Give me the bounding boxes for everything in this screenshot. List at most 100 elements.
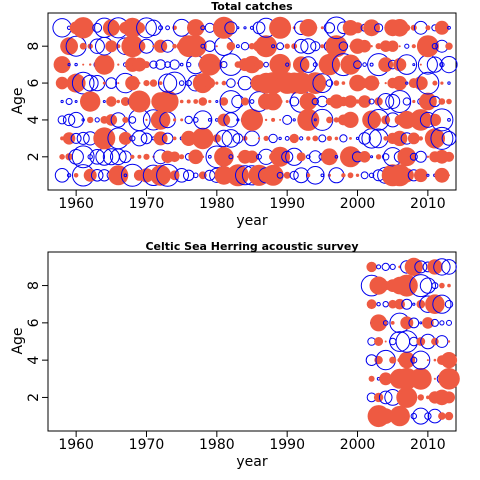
residual-bubble-negative <box>243 26 247 30</box>
residual-bubble-negative <box>311 97 319 106</box>
residual-bubble-positive <box>370 45 373 48</box>
residual-bubble-negative <box>410 356 418 364</box>
residual-bubble-negative <box>178 80 185 86</box>
residual-bubble-negative <box>396 54 418 75</box>
residual-bubble-negative <box>163 71 187 95</box>
residual-bubble-positive <box>179 99 184 104</box>
residual-bubble-positive <box>59 154 65 160</box>
residual-bubble-positive <box>118 131 132 145</box>
residual-bubble-positive <box>179 154 185 160</box>
residual-bubble-negative <box>98 169 111 182</box>
residual-bubble-positive <box>172 136 177 141</box>
residual-bubble-negative <box>334 155 339 159</box>
residual-bubble-negative <box>54 168 70 183</box>
residual-bubble-positive <box>439 282 445 289</box>
residual-bubble-positive <box>448 174 450 177</box>
residual-bubble-positive <box>358 95 371 108</box>
chart-title: Total catches <box>211 0 293 13</box>
residual-bubble-positive <box>285 100 289 103</box>
residual-bubble-positive <box>340 146 361 168</box>
residual-bubble-negative <box>338 41 349 52</box>
residual-bubble-negative <box>402 97 411 106</box>
residual-bubble-positive <box>433 377 436 380</box>
residual-bubble-positive <box>334 136 339 141</box>
residual-bubble-positive <box>154 39 168 53</box>
residual-bubble-negative <box>71 145 95 169</box>
residual-bubble-negative <box>271 44 276 49</box>
residual-bubble-positive <box>215 45 218 48</box>
residual-bubble-positive <box>389 356 397 364</box>
residual-bubble-negative <box>158 25 164 31</box>
residual-bubble-positive <box>424 128 445 149</box>
residual-bubble-positive <box>355 173 360 177</box>
residual-bubble-negative <box>57 115 67 125</box>
residual-bubble-positive <box>219 97 229 106</box>
residual-bubble-negative <box>105 77 118 89</box>
residual-bubble-negative <box>102 100 106 103</box>
x-tick-label: 1980 <box>199 196 235 212</box>
residual-bubble-negative <box>355 136 360 140</box>
residual-bubble-negative <box>312 62 318 68</box>
residual-bubble-negative <box>74 62 78 67</box>
residual-bubble-positive <box>447 340 451 343</box>
residual-bubble-positive <box>383 136 389 141</box>
residual-bubble-negative <box>318 134 327 143</box>
residual-bubble-negative <box>433 258 451 276</box>
residual-bubble-negative <box>249 99 255 104</box>
residual-bubble-positive <box>66 73 86 93</box>
residual-bubble-negative <box>207 154 212 159</box>
y-tick-label: 4 <box>26 356 42 365</box>
bubble-layer <box>360 257 460 428</box>
residual-bubble-negative <box>66 173 72 178</box>
residual-bubble-negative <box>401 298 413 310</box>
residual-bubble-positive <box>411 44 416 49</box>
residual-bubble-positive <box>226 41 236 51</box>
residual-bubble-positive <box>55 76 69 90</box>
residual-bubble-positive <box>186 99 191 104</box>
residual-bubble-negative <box>232 133 244 144</box>
residual-bubble-positive <box>215 81 219 85</box>
residual-bubble-negative <box>215 100 219 103</box>
x-axis: 1960 1970 1980 1990 2000 2010 <box>58 190 446 212</box>
residual-bubble-positive <box>106 96 117 107</box>
residual-bubble-positive <box>264 92 282 111</box>
residual-bubble-positive <box>264 118 268 122</box>
residual-bubble-positive <box>80 91 101 112</box>
residual-bubble-negative <box>447 81 451 85</box>
residual-bubble-positive <box>150 164 172 186</box>
residual-bubble-negative <box>179 62 184 67</box>
residual-bubble-negative <box>164 61 172 68</box>
residual-bubble-positive <box>132 57 147 72</box>
x-tick-label: 2010 <box>410 437 446 453</box>
residual-bubble-negative <box>432 294 452 314</box>
residual-bubble-negative <box>293 38 309 54</box>
residual-bubble-negative <box>236 44 240 49</box>
residual-bubble-negative <box>426 56 443 73</box>
residual-bubble-positive <box>180 118 184 122</box>
residual-bubble-positive <box>257 137 261 140</box>
residual-bubble-positive <box>440 81 444 85</box>
residual-bubble-positive <box>208 137 211 140</box>
residual-bubble-positive <box>102 19 120 37</box>
residual-bubble-positive <box>413 76 428 90</box>
residual-bubble-negative <box>369 62 374 67</box>
residual-bubble-positive <box>325 35 348 58</box>
residual-bubble-positive <box>374 337 384 346</box>
residual-bubble-negative <box>145 19 162 36</box>
residual-bubble-positive <box>329 94 344 109</box>
residual-bubble-positive <box>392 75 407 91</box>
residual-bubble-positive <box>173 118 177 122</box>
residual-bubble-positive <box>326 135 332 141</box>
residual-bubble-negative <box>414 150 427 163</box>
residual-bubble-positive <box>333 117 340 123</box>
residual-bubble-positive <box>107 134 116 143</box>
residual-bubble-negative <box>439 61 445 68</box>
residual-bubble-positive <box>426 359 429 362</box>
residual-bubble-positive <box>304 72 327 94</box>
residual-bubble-positive <box>117 63 120 66</box>
y-axis: 2 4 6 8 <box>26 281 48 402</box>
residual-bubble-negative <box>323 22 336 34</box>
residual-bubble-negative <box>377 93 395 110</box>
residual-bubble-negative <box>236 118 240 122</box>
y-tick-label: 2 <box>26 152 42 161</box>
